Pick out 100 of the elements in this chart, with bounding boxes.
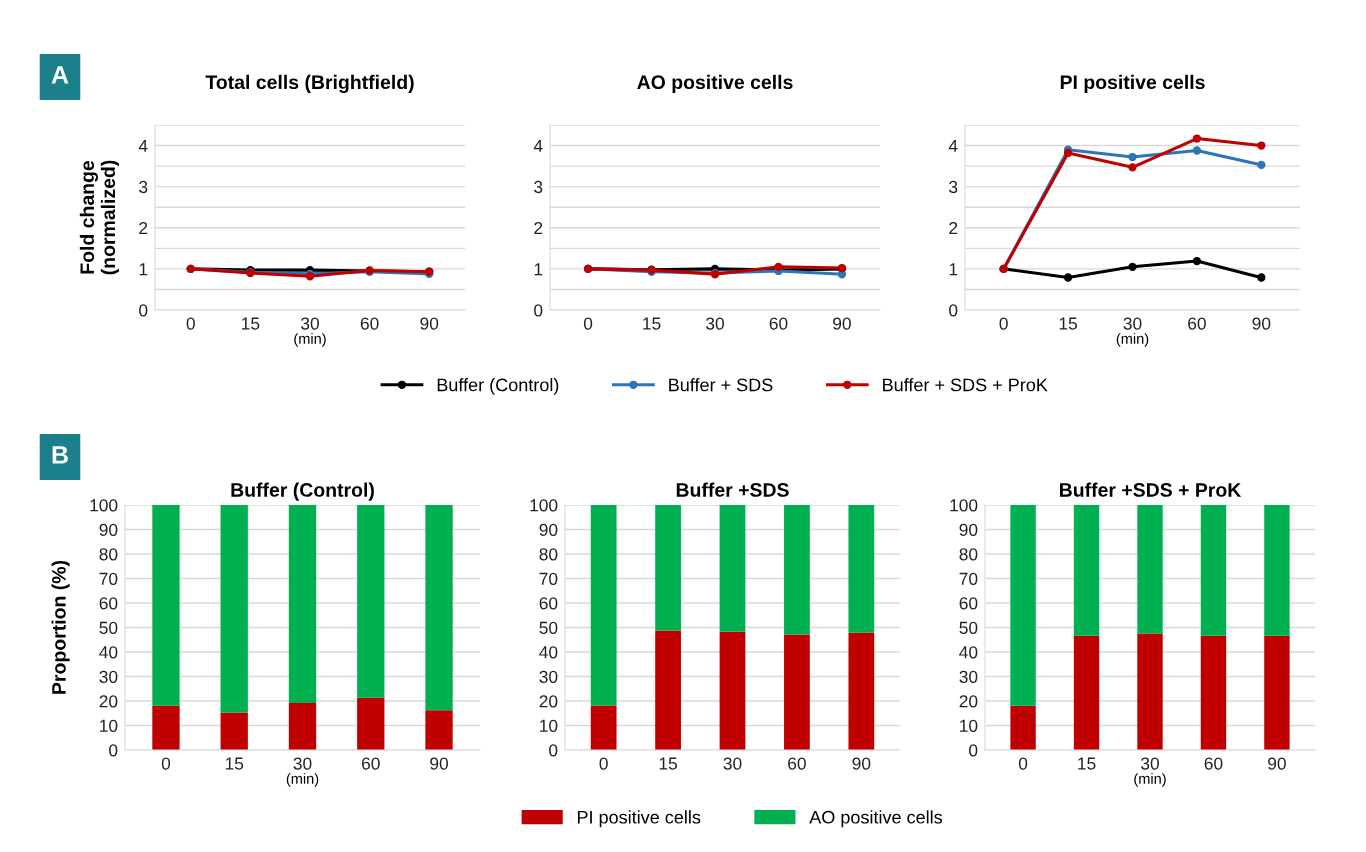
bar <box>655 630 681 750</box>
x-tick-label: 15 <box>659 757 678 770</box>
bar <box>655 505 681 631</box>
point <box>1128 152 1137 162</box>
bar <box>1137 633 1163 750</box>
point <box>1063 148 1073 158</box>
y-tick-label: 30 <box>99 670 118 683</box>
bar <box>288 505 317 703</box>
y-tick-label: 70 <box>99 572 118 585</box>
x-tick-label: 30 <box>293 757 312 770</box>
point <box>1192 256 1202 266</box>
x-tick-label: 60 <box>788 757 806 770</box>
x-tick-label: 15 <box>643 317 661 330</box>
x-tick-label: 0 <box>186 317 195 330</box>
y-tick-label: 0 <box>139 304 148 317</box>
bar <box>220 712 248 750</box>
bar <box>1137 505 1163 634</box>
y-tick-label: 3 <box>139 180 148 194</box>
chart-title: AO positive cells <box>637 74 793 93</box>
y-tick-label: 20 <box>959 695 978 708</box>
y-tick-label: 100 <box>950 499 978 512</box>
y-tick-label: 90 <box>99 523 118 536</box>
y-tick-label: 40 <box>539 646 558 659</box>
bar <box>719 505 746 632</box>
y-tick-label: 1 <box>949 263 958 276</box>
y-tick-label: 40 <box>959 646 978 659</box>
chart-title: PI positive cells <box>1060 74 1205 93</box>
x-tick-label: 30 <box>723 757 742 770</box>
y-tick-label: 4 <box>948 139 958 152</box>
y-tick-label: 70 <box>959 572 978 585</box>
x-tick-label: 15 <box>225 757 244 770</box>
y-tick-label: 100 <box>530 499 558 512</box>
x-tick-label: 60 <box>1204 757 1223 770</box>
point <box>1257 160 1266 170</box>
chart-title: Total cells (Brightfield) <box>205 74 414 94</box>
chart-title: Buffer +SDS + ProK <box>1060 482 1242 497</box>
bar <box>357 505 385 698</box>
x-tick-label: 60 <box>362 757 380 770</box>
y-tick-label: 3 <box>949 180 958 194</box>
bar <box>590 505 617 706</box>
y-tick-label: 1 <box>139 263 148 276</box>
y-tick-label: 0 <box>949 304 958 317</box>
y-tick-label: 0 <box>969 744 978 757</box>
point <box>1063 273 1073 282</box>
y-tick-label: 4 <box>138 139 148 152</box>
x-axis-title: (min) <box>1134 773 1166 787</box>
bar <box>848 632 875 750</box>
y-tick-label: 60 <box>959 597 978 610</box>
bar <box>1010 505 1036 706</box>
y-tick-label: 60 <box>539 597 558 610</box>
y-tick-label: 2 <box>949 221 958 235</box>
point <box>1257 141 1266 150</box>
y-tick-label: 50 <box>959 621 978 634</box>
x-tick-label: 0 <box>599 757 608 770</box>
y-tick-label: 80 <box>99 548 118 561</box>
y-tick-label: 50 <box>539 621 558 634</box>
y-tick-label: 10 <box>540 719 558 732</box>
y-tick-label: 2 <box>534 221 543 235</box>
bar <box>1073 505 1100 636</box>
y-tick-label: 3 <box>534 180 543 194</box>
y-tick-label: 80 <box>959 548 978 561</box>
point <box>1192 146 1202 155</box>
legend-label: AO positive cells <box>809 810 943 828</box>
text: B <box>52 446 68 464</box>
x-tick-label: 90 <box>833 317 851 330</box>
x-tick-label: 0 <box>583 317 593 330</box>
legend-label: PI positive cells <box>577 810 701 828</box>
y-tick-label: 30 <box>539 670 558 683</box>
bar <box>425 710 453 750</box>
x-tick-label: 30 <box>706 317 724 330</box>
y-tick-label: 60 <box>99 597 118 610</box>
y-tick-label: 10 <box>100 719 118 732</box>
x-tick-label: 15 <box>242 317 260 330</box>
y-tick-label: 0 <box>109 744 118 757</box>
bar <box>425 505 453 711</box>
y-tick-label: 20 <box>99 695 118 708</box>
bar <box>152 705 180 750</box>
x-axis-title: (min) <box>1116 333 1149 347</box>
point <box>1192 134 1202 143</box>
text: A <box>51 66 69 84</box>
bar <box>848 505 875 633</box>
x-tick-label: 90 <box>430 757 449 770</box>
bar <box>357 697 385 750</box>
bar <box>1200 505 1227 636</box>
x-tick-label: 90 <box>1252 317 1271 330</box>
x-tick-label: 90 <box>1268 757 1286 770</box>
y-tick-label: 2 <box>139 221 148 235</box>
y-tick-label: 90 <box>539 523 558 536</box>
bar <box>220 505 248 713</box>
x-tick-label: 30 <box>1141 757 1159 770</box>
bar <box>719 631 746 750</box>
x-tick-label: 0 <box>161 757 171 770</box>
x-tick-label: 60 <box>769 317 788 330</box>
y-tick-label: 0 <box>534 304 543 317</box>
y-axis-title: Fold change (normalized) <box>79 160 119 275</box>
bar <box>1264 505 1290 636</box>
point <box>1257 273 1266 282</box>
chart-title: Buffer +SDS <box>676 482 789 497</box>
bar <box>784 505 810 635</box>
bar <box>1200 635 1227 750</box>
